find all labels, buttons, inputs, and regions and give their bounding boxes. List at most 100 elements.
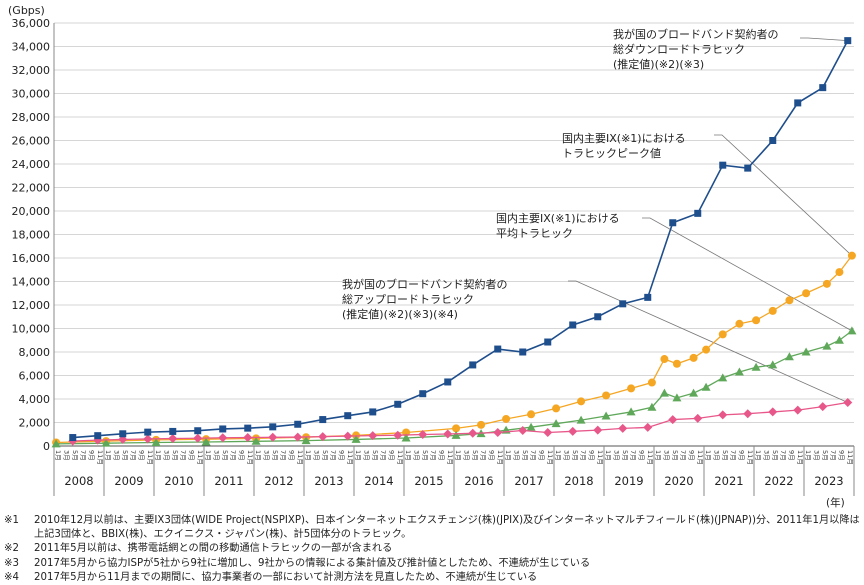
data-point: [419, 390, 427, 398]
data-point: [193, 433, 203, 443]
data-point: [451, 430, 461, 439]
data-point: [243, 433, 253, 443]
series-label-line: 総アップロードトラヒック: [342, 292, 474, 306]
data-point: [660, 355, 669, 364]
data-point: [735, 319, 744, 328]
x-axis: 1月 3月 5月 7月 9月 11月 1月 3月 5月 7月 9月 11月 1月 3月 5月 7月 9月 11月 1…: [53, 23, 855, 509]
data-point: [569, 321, 577, 329]
x-month-tick-label: 9月: [437, 450, 445, 461]
footnote-text: 2010年12月以前は、主要IX3団体(WIDE Project(NSPIXP)…: [34, 515, 860, 541]
data-point: [494, 345, 502, 353]
leader-line: [642, 217, 853, 332]
data-point: [768, 360, 778, 369]
x-month-tick-label: 5月: [71, 450, 79, 461]
data-point: [793, 405, 803, 415]
data-point: [502, 414, 511, 423]
data-point: [785, 296, 794, 305]
data-point: [444, 378, 452, 386]
x-year-label: 2015: [414, 474, 443, 488]
series-label-line: トラヒックピーク値: [562, 147, 661, 160]
data-point: [751, 362, 761, 371]
data-point: [344, 412, 352, 420]
data-point: [168, 433, 178, 443]
x-month-tick-label: 7月: [429, 450, 437, 461]
data-point: [689, 388, 699, 397]
x-month-tick-label: 1月: [354, 450, 362, 461]
y-tick-label: 28,000: [12, 111, 51, 124]
series-line: [72, 40, 849, 439]
data-point: [94, 432, 102, 440]
data-point: [643, 422, 653, 432]
x-month-tick-label: 9月: [737, 450, 745, 461]
footnote-mark: ※3: [4, 557, 20, 569]
y-tick-label: 20,000: [12, 205, 51, 218]
data-point: [718, 330, 727, 339]
data-point: [69, 434, 77, 442]
data-point: [194, 427, 202, 435]
series-label-line: 平均トラヒック: [496, 227, 573, 240]
data-point: [294, 420, 302, 428]
x-month-tick-label: 9月: [537, 450, 545, 461]
data-point: [844, 37, 852, 45]
data-point: [769, 137, 777, 144]
data-point: [718, 373, 728, 382]
data-point: [627, 384, 636, 393]
data-point: [819, 84, 827, 92]
x-month-tick-label: 9月: [87, 450, 95, 461]
x-month-tick-label: 9月: [187, 450, 195, 461]
y-axis-unit: (Gbps): [8, 4, 45, 17]
data-point: [143, 434, 153, 444]
x-month-tick-label: 1月: [554, 450, 562, 461]
x-month-tick-label: 7月: [179, 450, 187, 461]
x-month-tick-label: 3月: [362, 450, 370, 461]
data-point: [526, 422, 536, 431]
data-point: [647, 402, 657, 411]
y-tick-label: 24,000: [12, 158, 51, 171]
y-tick-label: 6,000: [19, 370, 51, 383]
x-month-tick-label: 1月: [604, 450, 612, 461]
leader-line: [800, 37, 848, 42]
x-year-label: 2022: [764, 474, 793, 488]
data-point: [527, 410, 536, 419]
x-month-tick-label: 5月: [821, 450, 829, 461]
x-month-tick-label: 3月: [162, 450, 170, 461]
data-point: [822, 279, 831, 288]
x-year-label: 2011: [214, 474, 243, 488]
x-month-tick-label: 5月: [321, 450, 329, 461]
data-point: [593, 425, 603, 435]
data-point: [768, 407, 778, 417]
series-layer: [51, 37, 857, 448]
x-month-tick-label: 1月: [104, 450, 112, 461]
data-point: [843, 398, 853, 408]
x-year-label: 2021: [714, 474, 743, 488]
data-point: [568, 426, 578, 436]
series-label-line: 国内主要IX(※1)における: [496, 211, 620, 225]
data-point: [818, 402, 828, 412]
x-month-tick-label: 7月: [629, 450, 637, 461]
data-point: [301, 436, 311, 445]
x-month-tick-label: 7月: [79, 450, 87, 461]
x-month-tick-label: 3月: [262, 450, 270, 461]
x-month-tick-label: 3月: [312, 450, 320, 461]
gridlines: [54, 22, 854, 447]
data-point: [768, 306, 777, 315]
data-point: [672, 393, 682, 402]
data-point: [519, 348, 527, 356]
data-point: [626, 407, 636, 416]
x-month-tick-label: 1月: [154, 450, 162, 461]
x-month-tick-label: 9月: [837, 450, 845, 461]
traffic-line-chart: 0 2,000 4,000 6,000 8,000 10,000 12,000 14,000 1…: [8, 4, 857, 509]
data-point: [644, 293, 652, 301]
y-tick-label: 12,000: [12, 299, 51, 312]
x-month-tick-label: 7月: [329, 450, 337, 461]
data-point: [493, 427, 503, 437]
data-point: [543, 427, 553, 437]
data-point: [151, 437, 161, 446]
x-month-tick-label: 11月: [496, 450, 504, 465]
x-year-label: 2010: [164, 474, 193, 488]
data-point: [443, 429, 453, 439]
x-month-tick-label: 5月: [271, 450, 279, 461]
x-month-tick-label: 3月: [412, 450, 420, 461]
data-point: [647, 378, 656, 387]
x-month-tick-label: 3月: [112, 450, 120, 461]
